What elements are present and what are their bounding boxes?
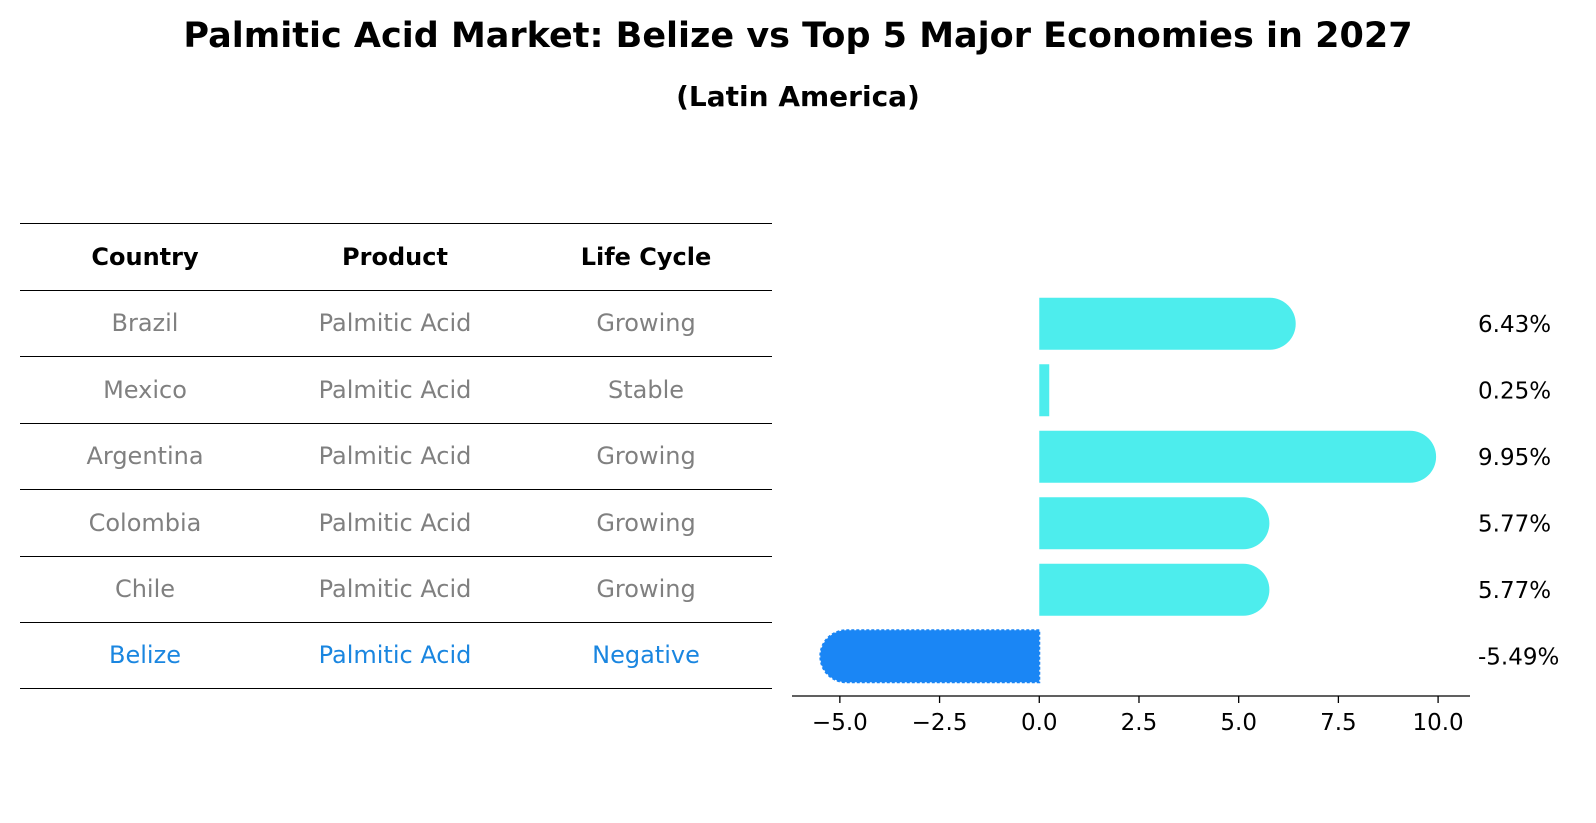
chart-title: Palmitic Acid Market: Belize vs Top 5 Ma… [183,16,1413,56]
header-country: Country [91,242,199,271]
bar-mexico [1039,364,1050,417]
cell-country: Belize [109,641,181,670]
bar-chile [1039,563,1270,616]
table-row: Argentina Palmitic Acid Growing [20,422,772,490]
cell-life-cycle: Negative [592,641,700,670]
bar-brazil [1039,297,1296,350]
cell-product: Palmitic Acid [318,442,472,471]
cell-country: Chile [114,575,176,604]
bar-colombia [1039,497,1270,550]
bar-belize [819,629,1041,684]
x-tick-label: 5.0 [1220,710,1257,736]
x-tick-label: −2.5 [912,710,968,736]
bar-argentina [1039,430,1437,483]
cell-product: Palmitic Acid [318,309,472,338]
cell-country: Argentina [86,442,204,471]
x-tick-label: 0.0 [1021,710,1058,736]
cell-life-cycle: Growing [596,442,696,471]
cell-life-cycle: Growing [596,575,696,604]
x-tick-label: 10.0 [1412,710,1463,736]
data-label-chile: 5.77% [1478,578,1551,604]
cell-product: Palmitic Acid [318,641,472,670]
header-life-cycle: Life Cycle [580,242,712,271]
data-label-argentina: 9.95% [1478,445,1551,471]
data-label-belize: -5.49% [1478,644,1559,670]
data-label-colombia: 5.77% [1478,511,1551,537]
chart-subtitle: (Latin America) [676,80,920,113]
cell-country: Brazil [111,309,179,338]
cell-life-cycle: Growing [596,508,696,537]
table-row: Brazil Palmitic Acid Growing [20,289,772,357]
cell-life-cycle: Stable [607,375,685,404]
table-row: Colombia Palmitic Acid Growing [20,489,772,556]
cell-product: Palmitic Acid [318,375,472,404]
table-header-row: Country Product Life Cycle [20,223,772,290]
x-tick-label: −5.0 [812,710,868,736]
data-label-mexico: 0.25% [1478,378,1551,404]
table-row: Mexico Palmitic Acid Stable [20,356,772,423]
table-row-highlight: Belize Palmitic Acid Negative [20,622,772,689]
cell-product: Palmitic Acid [318,508,472,537]
cell-product: Palmitic Acid [318,575,472,604]
data-label-brazil: 6.43% [1478,312,1551,338]
cell-country: Mexico [103,375,187,404]
table-row: Chile Palmitic Acid Growing [20,555,772,623]
x-tick-label: 2.5 [1121,710,1158,736]
cell-country: Colombia [88,508,202,537]
data-table: Country Product Life Cycle Brazil Palmit… [20,223,772,689]
x-tick-label: 7.5 [1320,710,1357,736]
header-product: Product [342,242,448,271]
cell-life-cycle: Growing [596,309,696,338]
